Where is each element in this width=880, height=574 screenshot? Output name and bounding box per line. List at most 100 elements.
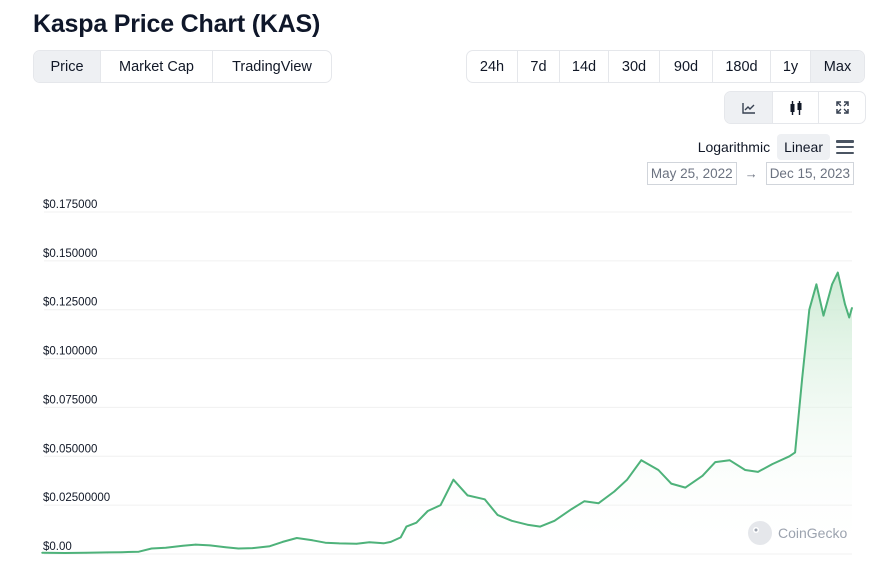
date-from-input[interactable]: May 25, 2022 (646, 162, 737, 185)
coingecko-logo-icon (748, 521, 772, 545)
data-point (138, 550, 140, 553)
data-point (583, 500, 586, 503)
data-point (728, 459, 731, 462)
data-point (744, 469, 746, 471)
expand-button[interactable] (819, 92, 865, 123)
data-point (405, 525, 408, 528)
data-point (355, 543, 358, 545)
data-point (794, 451, 796, 454)
data-point (815, 283, 818, 286)
data-point (324, 541, 327, 544)
data-point (613, 490, 616, 493)
data-point (466, 494, 469, 497)
data-point (251, 547, 254, 549)
data-point (182, 545, 184, 547)
data-point (281, 541, 284, 543)
data-point (390, 541, 392, 543)
data-point (526, 523, 529, 526)
data-point (41, 552, 43, 554)
data-point (483, 498, 486, 501)
data-point (150, 547, 153, 550)
data-point (597, 502, 600, 505)
data-point (539, 525, 541, 528)
y-tick-label: $0.125000 (43, 297, 97, 309)
data-point (120, 551, 123, 553)
data-point (427, 510, 429, 512)
data-point (382, 542, 385, 545)
view-tabs: Price Market Cap TradingView (33, 50, 332, 83)
price-area-fill (42, 272, 852, 554)
arrow-right-icon: → (744, 166, 758, 181)
range-30d[interactable]: 30d (609, 51, 660, 82)
menu-icon[interactable] (836, 140, 854, 154)
y-tick-label: $0.050000 (43, 443, 97, 455)
scale-linear[interactable]: Linear (777, 134, 830, 160)
tab-price[interactable]: Price (34, 51, 101, 82)
data-point (553, 520, 556, 522)
data-point (851, 307, 853, 309)
data-point (224, 546, 227, 548)
data-point (801, 377, 803, 379)
data-point (296, 537, 298, 539)
data-point (757, 471, 759, 473)
data-point (570, 508, 573, 510)
data-point (626, 478, 628, 481)
line-chart-button[interactable] (725, 92, 773, 123)
data-point (511, 520, 513, 522)
data-point (822, 314, 825, 317)
data-point (311, 539, 314, 542)
data-point (106, 551, 109, 554)
y-tick-label: $0.150000 (43, 248, 97, 260)
data-point (452, 478, 455, 481)
y-tick-label: $0.175000 (43, 199, 97, 211)
y-tick-label: $0.00 (43, 541, 72, 553)
data-point (714, 461, 717, 463)
candlestick-button[interactable] (773, 92, 819, 123)
range-1y[interactable]: 1y (771, 51, 811, 82)
chart-style-tabs (724, 91, 866, 124)
data-point (496, 514, 499, 516)
candlestick-icon (790, 100, 801, 115)
range-7d[interactable]: 7d (518, 51, 560, 82)
data-point (640, 459, 643, 462)
coingecko-watermark: CoinGecko (748, 521, 847, 545)
data-point (848, 316, 850, 319)
tab-tradingview[interactable]: TradingView (232, 58, 312, 75)
data-point (64, 552, 66, 554)
data-point (837, 271, 839, 274)
data-point (844, 303, 846, 305)
data-point (788, 455, 791, 458)
data-point (415, 521, 418, 524)
coingecko-label: CoinGecko (778, 525, 847, 541)
date-to-input[interactable]: Dec 15, 2023 (765, 162, 854, 185)
data-point (701, 475, 704, 477)
range-max[interactable]: Max (811, 51, 864, 82)
range-14d[interactable]: 14d (560, 51, 609, 82)
range-tabs: 24h 7d 14d 30d 90d 180d 1y Max (466, 50, 865, 83)
data-point (831, 283, 833, 286)
data-point (338, 542, 341, 545)
range-90d[interactable]: 90d (660, 51, 713, 82)
data-point (684, 486, 687, 489)
y-tick-label: $0.100000 (43, 346, 97, 358)
data-point (269, 545, 271, 547)
scale-logarithmic[interactable]: Logarithmic (697, 139, 771, 155)
data-point (209, 544, 211, 547)
range-180d[interactable]: 180d (713, 51, 771, 82)
line-chart-icon (741, 102, 755, 114)
data-point (771, 463, 774, 465)
page-title: Kaspa Price Chart (KAS) (33, 10, 321, 38)
data-point (165, 546, 167, 549)
data-point (399, 536, 402, 539)
tab-market-cap[interactable]: Market Cap (101, 51, 213, 82)
data-point (657, 469, 660, 471)
y-tick-label: $0.02500000 (43, 492, 110, 504)
data-point (237, 547, 240, 550)
data-point (85, 552, 87, 554)
data-point (368, 541, 371, 544)
y-tick-label: $0.075000 (43, 394, 97, 406)
data-point (670, 482, 672, 485)
data-point (194, 543, 197, 546)
range-24h[interactable]: 24h (467, 51, 518, 82)
